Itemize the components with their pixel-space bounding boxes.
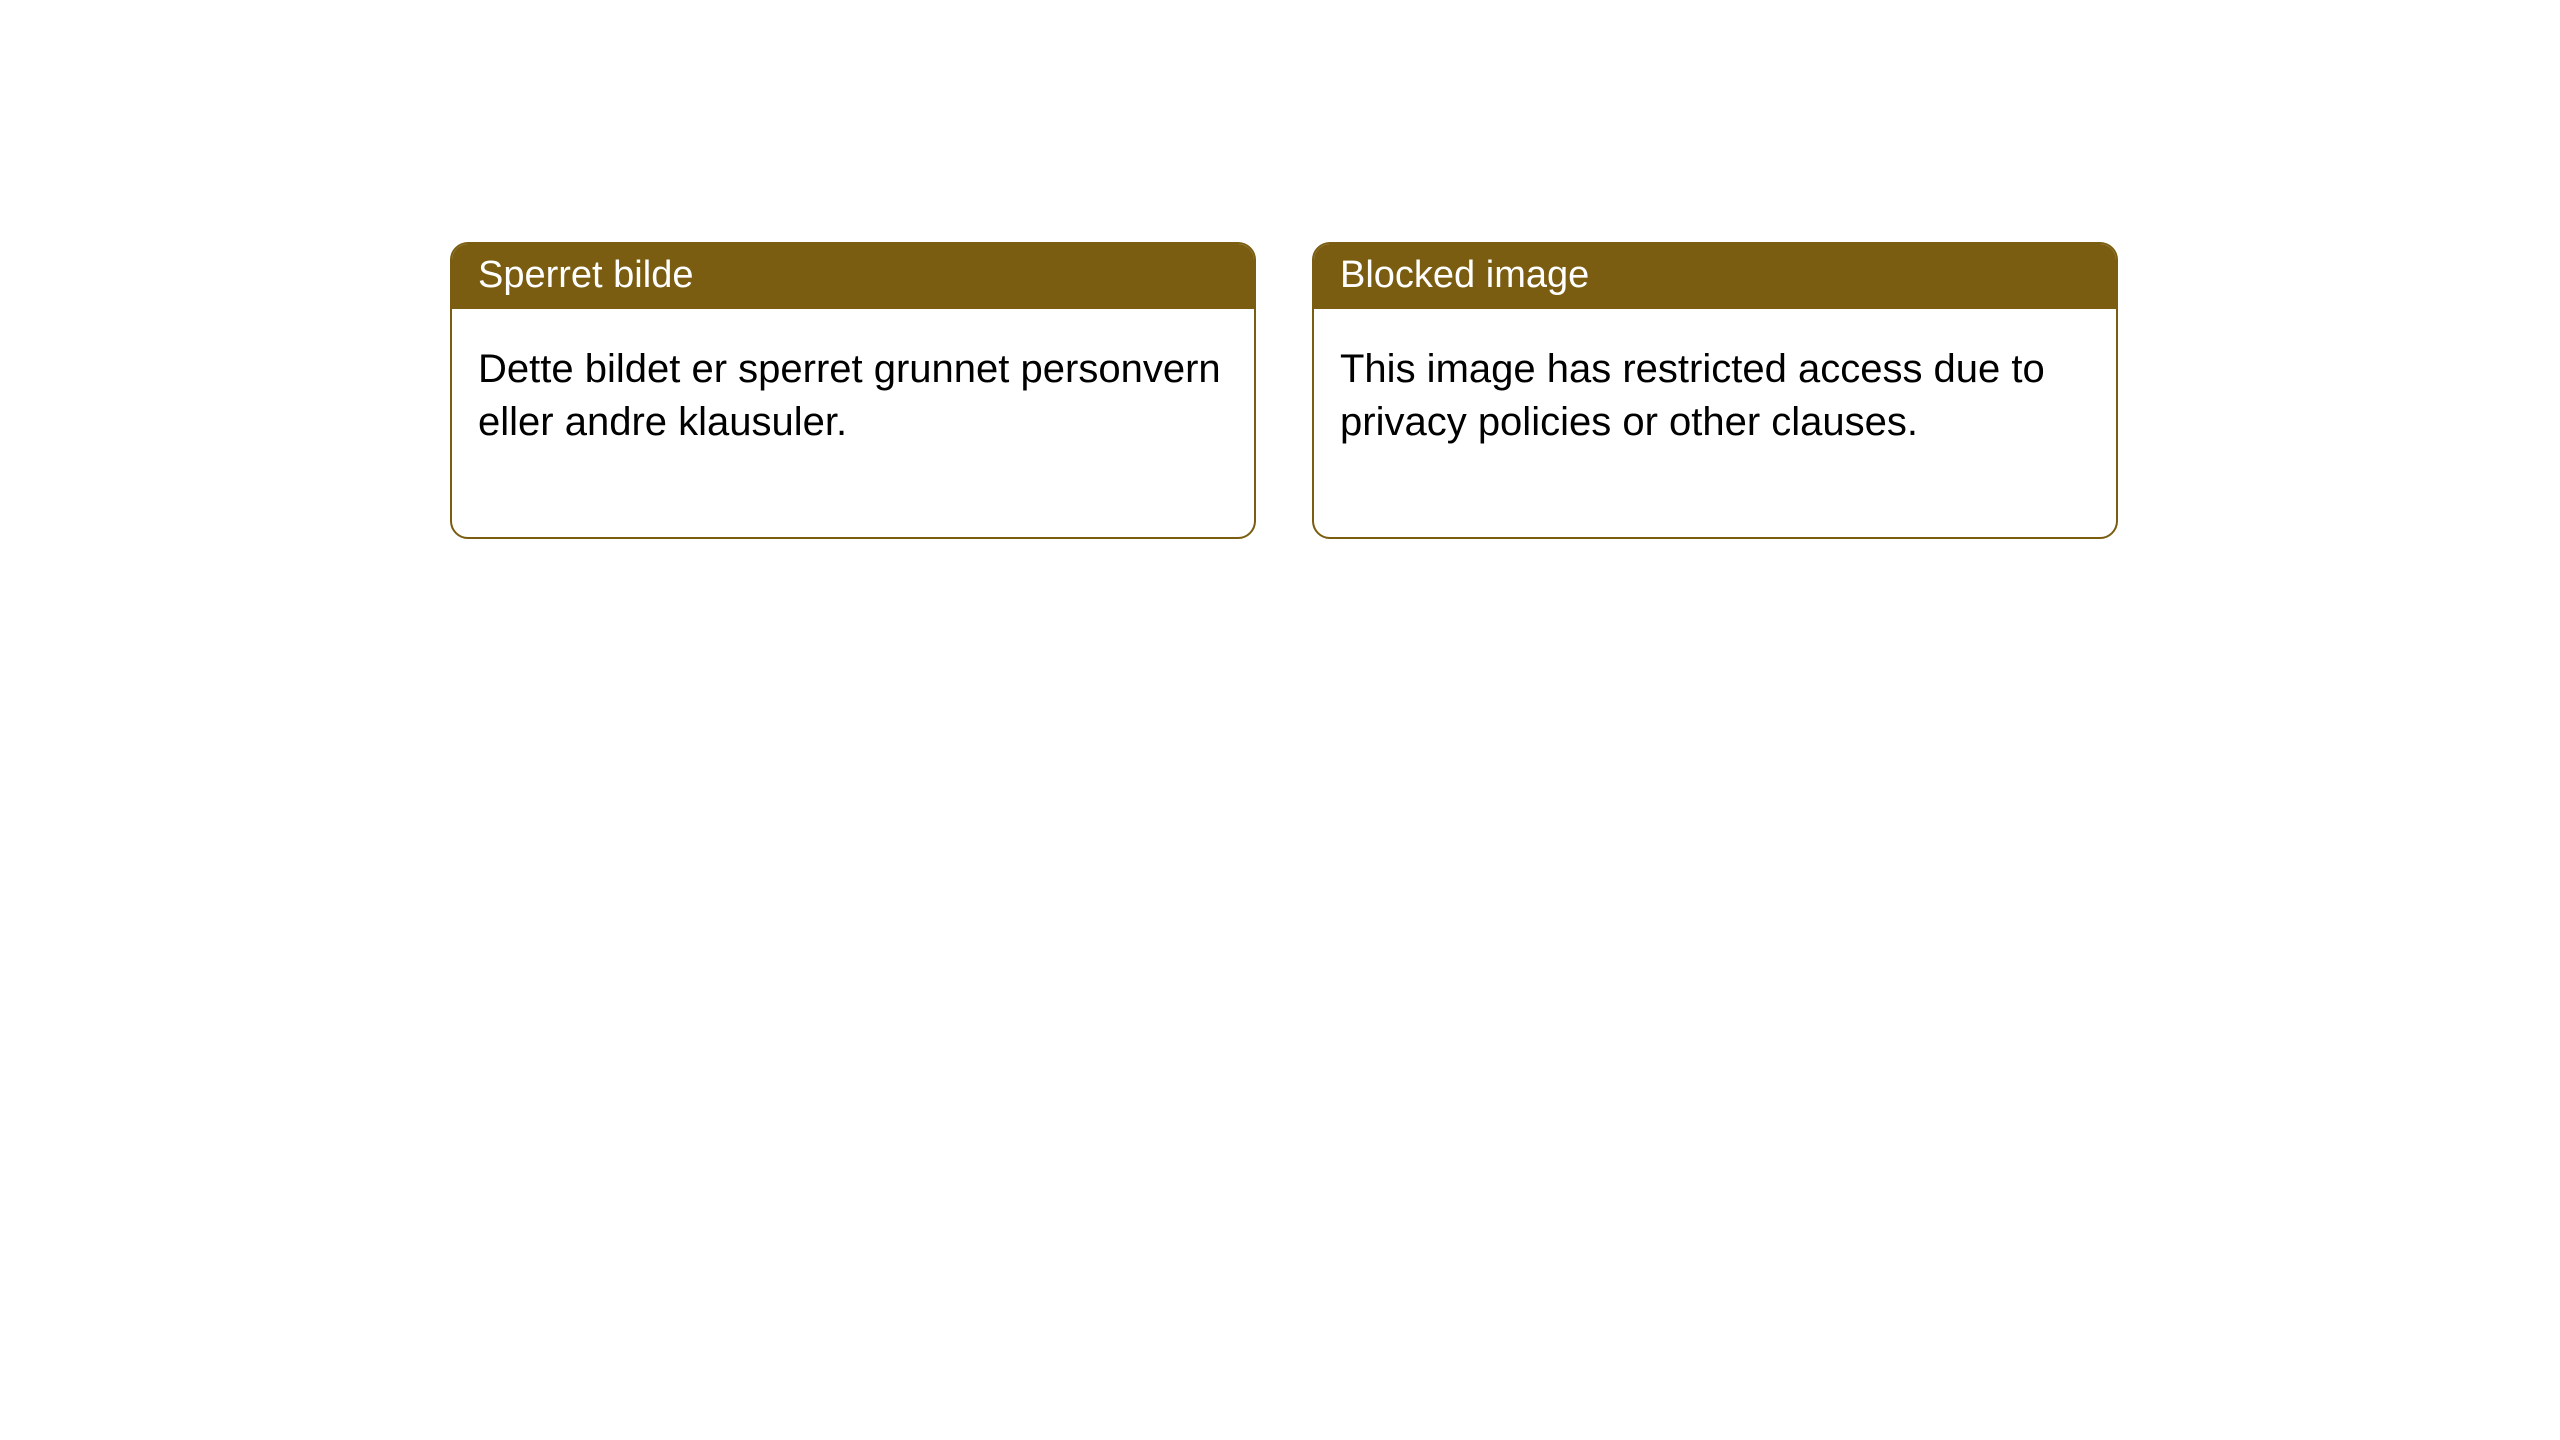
- notice-container: Sperret bilde Dette bildet er sperret gr…: [0, 0, 2560, 539]
- notice-header: Sperret bilde: [452, 244, 1254, 309]
- notice-body: Dette bildet er sperret grunnet personve…: [452, 309, 1254, 537]
- notice-card-english: Blocked image This image has restricted …: [1312, 242, 2118, 539]
- notice-header-text: Sperret bilde: [478, 254, 693, 296]
- notice-header: Blocked image: [1314, 244, 2116, 309]
- notice-card-norwegian: Sperret bilde Dette bildet er sperret gr…: [450, 242, 1256, 539]
- notice-header-text: Blocked image: [1340, 254, 1589, 296]
- notice-body-text: Dette bildet er sperret grunnet personve…: [478, 347, 1221, 444]
- notice-body-text: This image has restricted access due to …: [1340, 347, 2045, 444]
- notice-body: This image has restricted access due to …: [1314, 309, 2116, 537]
